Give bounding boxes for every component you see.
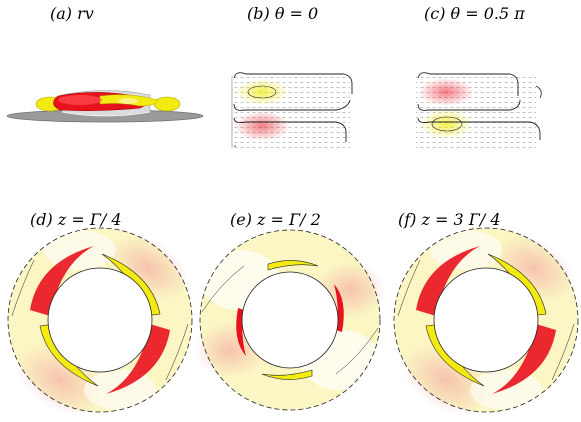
red-spiral-1 [30, 246, 94, 316]
panel-e-annulus [194, 229, 386, 411]
panel-a-isosurface [6, 90, 204, 123]
panel-d-annulus [7, 227, 193, 416]
red-cell-bottom [234, 111, 290, 141]
panel-label-d: (d) z = Γ/ 4 [30, 210, 122, 229]
yellow-cell-bottom [420, 109, 472, 139]
panel-f-annulus [393, 227, 579, 416]
yellow-cell-top [236, 79, 288, 105]
yellow-highlight [118, 98, 138, 104]
red-spiral-2 [492, 324, 556, 394]
red-lobe-left [236, 308, 246, 356]
red-cell-top [418, 78, 474, 106]
panel-label-e: (e) z = Γ/ 2 [230, 210, 321, 229]
red-spiral-2 [106, 324, 170, 394]
panel-label-a: (a) rv [50, 4, 94, 23]
panel-c-section [416, 72, 542, 148]
panel-label-b: (b) θ = 0 [247, 4, 319, 23]
panel-label-c: (c) θ = 0.5 π [424, 4, 525, 23]
panel-label-f: (f) z = 3 Γ/ 4 [398, 210, 501, 229]
red-highlight [58, 95, 102, 105]
red-spiral-1 [416, 246, 480, 316]
panel-b-section [231, 72, 353, 148]
red-lobe-right [334, 284, 344, 332]
yellow-lobe-bottom [261, 369, 313, 380]
yellow-lobe-top [267, 260, 319, 271]
yellow-lobe-right [153, 96, 181, 112]
